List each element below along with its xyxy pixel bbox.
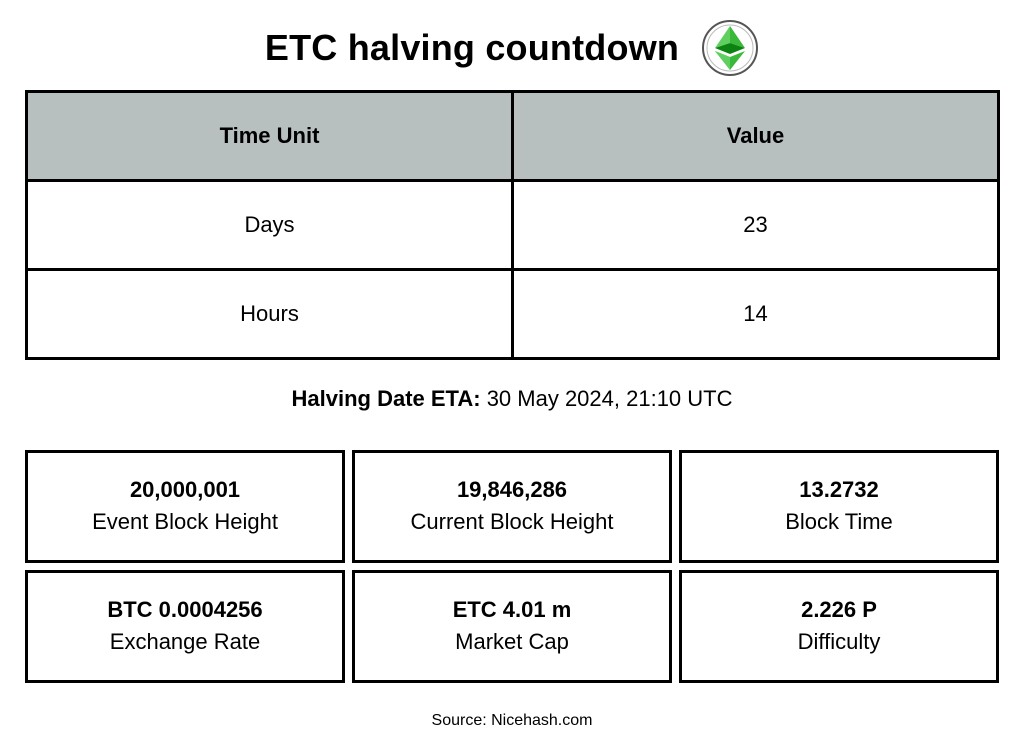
table-row: Days 23	[25, 179, 1000, 271]
eta-value: 30 May 2024, 21:10 UTC	[486, 386, 733, 411]
column-header-value: Value	[511, 90, 1000, 182]
stat-card-exchange-rate: BTC 0.0004256 Exchange Rate	[25, 570, 345, 683]
stat-value: 19,846,286	[456, 476, 568, 502]
ethereum-classic-logo-icon	[702, 20, 759, 76]
stat-label: Market Cap	[455, 628, 569, 654]
stat-value: 2.226 P	[801, 596, 877, 622]
stat-label: Block Time	[785, 508, 893, 534]
page-title: ETC halving countdown	[264, 27, 680, 68]
stat-card-event-block-height: 20,000,001 Event Block Height	[25, 450, 345, 563]
stat-card-difficulty: 2.226 P Difficulty	[679, 570, 999, 683]
source-credit: Source: Nicehash.com	[431, 712, 593, 729]
value-cell: 14	[511, 268, 1000, 360]
title-row: ETC halving countdown	[0, 18, 1024, 78]
time-unit-cell: Days	[25, 179, 514, 271]
stat-value: BTC 0.0004256	[107, 596, 263, 622]
stat-label: Difficulty	[797, 628, 881, 654]
stat-card-market-cap: ETC 4.01 m Market Cap	[352, 570, 672, 683]
stat-value: ETC 4.01 m	[452, 596, 572, 622]
stat-label: Event Block Height	[92, 508, 278, 534]
countdown-table: Time Unit Value Days 23 Hours 14	[25, 90, 1000, 360]
halving-eta: Halving Date ETA: 30 May 2024, 21:10 UTC	[0, 386, 1024, 412]
eta-label: Halving Date ETA:	[291, 386, 481, 411]
stats-grid: 20,000,001 Event Block Height 19,846,286…	[25, 450, 1000, 684]
stat-card-current-block-height: 19,846,286 Current Block Height	[352, 450, 672, 563]
table-header-row: Time Unit Value	[25, 90, 1000, 182]
value-cell: 23	[511, 179, 1000, 271]
table-row: Hours 14	[25, 268, 1000, 360]
stat-value: 20,000,001	[129, 476, 241, 502]
time-unit-cell: Hours	[25, 268, 514, 360]
stat-value: 13.2732	[799, 476, 879, 502]
stat-label: Exchange Rate	[109, 628, 261, 654]
stat-label: Current Block Height	[410, 508, 614, 534]
column-header-time-unit: Time Unit	[25, 90, 514, 182]
stat-card-block-time: 13.2732 Block Time	[679, 450, 999, 563]
